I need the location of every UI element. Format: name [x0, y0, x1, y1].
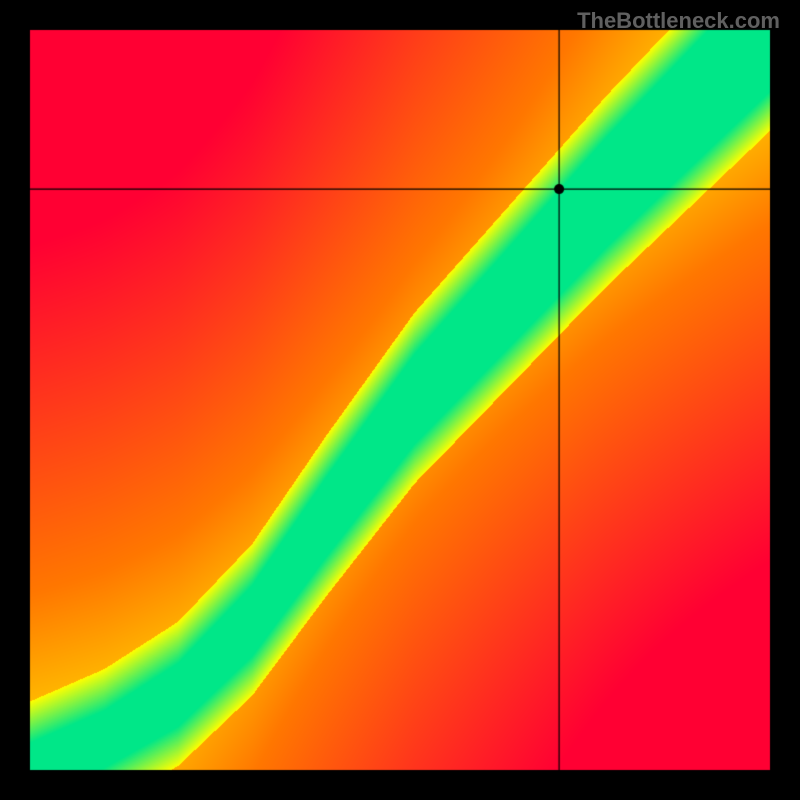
watermark-text: TheBottleneck.com — [577, 8, 780, 34]
heatmap-canvas — [0, 0, 800, 800]
bottleneck-heatmap — [0, 0, 800, 800]
